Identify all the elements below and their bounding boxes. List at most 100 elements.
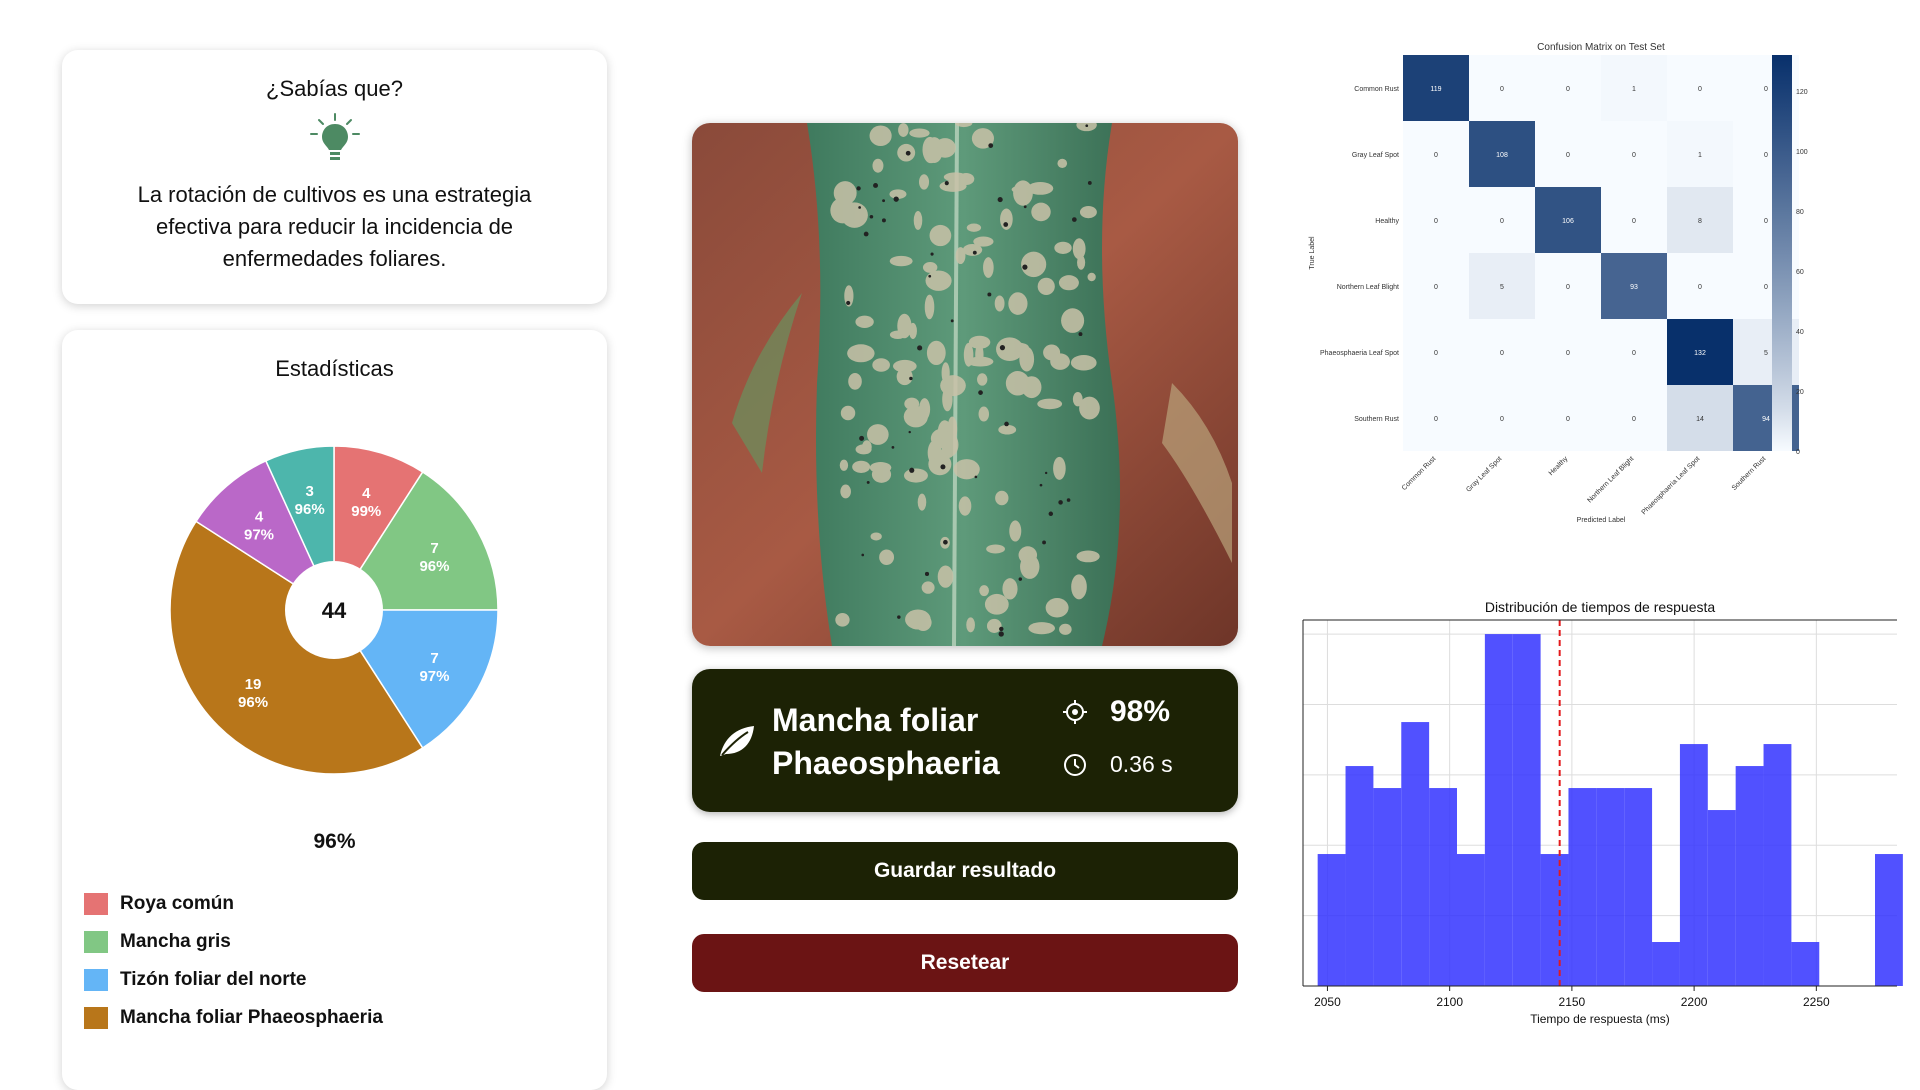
cm-xlabel: Northern Leaf Blight [1586, 455, 1635, 504]
leaf-spot [986, 544, 1005, 554]
leaf-spot [1021, 376, 1042, 399]
leaf-dot [1022, 264, 1028, 270]
hist-bar [1484, 634, 1513, 986]
leaf-spot [929, 224, 952, 247]
hist-bar [1540, 854, 1569, 986]
result-card: Mancha foliar Phaeosphaeria 98% 0.36 s [692, 669, 1238, 812]
pie-slice-count: 3 [305, 483, 313, 500]
leaf-spot [984, 593, 1009, 615]
leaf-spot [847, 344, 875, 363]
pie-slice [169, 520, 424, 775]
leaf-spot [1049, 353, 1067, 364]
leaf-spot [953, 459, 980, 480]
cm-value: 0 [1434, 218, 1438, 225]
cm-cell [1667, 187, 1733, 253]
hist-bar [1596, 788, 1625, 986]
leaf-dot [1085, 124, 1089, 128]
leaf-spot [1009, 520, 1022, 542]
pie-slice-count: 4 [255, 508, 264, 525]
leaf-dot [974, 475, 978, 479]
leaf-spot [955, 247, 966, 265]
reset-button[interactable]: Resetear [692, 934, 1238, 992]
leaf-dot [1042, 540, 1046, 545]
pie-slice-pct: 97% [244, 526, 274, 543]
leaf-spot [833, 181, 857, 205]
hist-xtick: 2050 [1314, 995, 1341, 1009]
leaf-spot [979, 585, 989, 597]
hist-xtick: 2250 [1803, 995, 1830, 1009]
pie-slice [194, 459, 336, 613]
leaf-spot [986, 618, 1002, 633]
leaf-dot [972, 250, 977, 255]
leaf-spot [870, 532, 882, 541]
cm-cell [1469, 187, 1535, 253]
cm-cell [1403, 253, 1469, 319]
cm-value: 0 [1500, 218, 1504, 225]
leaf-dot [987, 292, 992, 297]
leaf-dot [869, 214, 874, 219]
cm-axis-xlabel: Predicted Label [1577, 517, 1626, 524]
leaf-spot [1054, 241, 1072, 254]
leaf-dot [866, 480, 870, 484]
leaf-dot [863, 231, 869, 237]
tip-card: ¿Sabías que? La rotación de cultivos es … [62, 50, 607, 304]
legend-label: Mancha foliar Phaeosphaeria [120, 1007, 383, 1028]
cm-ylabel: Common Rust [1354, 86, 1399, 93]
leaf-dot [861, 553, 865, 557]
tip-title: ¿Sabías que? [266, 76, 403, 101]
leaf-spot [869, 125, 892, 147]
cm-colorbar-tick: 60 [1796, 269, 1804, 276]
cm-value: 0 [1566, 86, 1570, 93]
leaf-dot [873, 182, 879, 188]
leaf-spot [1076, 550, 1100, 563]
cm-value: 94 [1762, 416, 1770, 423]
leaf-spot [913, 211, 923, 230]
hist-bar [1791, 942, 1820, 986]
cm-ylabel: Healthy [1375, 218, 1399, 225]
leaf-dot [909, 467, 915, 473]
leaf-spot [872, 158, 884, 173]
cm-value: 0 [1566, 416, 1570, 423]
leaf-spot [839, 459, 849, 471]
cm-colorbar [1772, 55, 1792, 451]
cm-value: 119 [1430, 86, 1441, 93]
leaf-spot [840, 484, 851, 499]
leaf-spot [909, 128, 930, 138]
save-result-button[interactable]: Guardar resultado [692, 842, 1238, 900]
pie-slice-count: 4 [362, 485, 371, 502]
leaf-dot [1023, 205, 1027, 209]
cm-cell [1469, 121, 1535, 187]
cm-xlabel: Healthy [1548, 455, 1570, 477]
legend-label: Mancha gris [120, 931, 231, 952]
leaf-dot [1004, 421, 1009, 427]
leaf-spot [978, 406, 990, 422]
cm-value: 0 [1566, 152, 1570, 159]
cm-value: 0 [1632, 416, 1636, 423]
cm-value: 0 [1434, 416, 1438, 423]
cm-value: 0 [1764, 218, 1768, 225]
cm-value: 1 [1632, 86, 1636, 93]
leaf-photo [692, 123, 1238, 646]
hist-xtick: 2150 [1559, 995, 1586, 1009]
cm-cell [1667, 55, 1733, 121]
cm-value: 0 [1632, 152, 1636, 159]
leaf-dot [1072, 217, 1077, 222]
leaf-spot [896, 367, 913, 386]
hist-bar [1512, 634, 1541, 986]
pie-slice-pct: 99% [351, 503, 381, 520]
leaf-dot [1044, 471, 1048, 475]
leaf-spot [905, 609, 931, 630]
leaf-spot [955, 123, 973, 128]
leaf-spot [1053, 456, 1066, 480]
cm-cell [1667, 319, 1733, 385]
hist-bar [1429, 788, 1457, 986]
leaf-spot [943, 172, 967, 182]
cm-value: 0 [1566, 284, 1570, 291]
cm-value: 14 [1696, 416, 1704, 423]
hist-bar [1652, 942, 1680, 986]
leaf-dot [1087, 181, 1092, 185]
leaf-dot [846, 300, 851, 306]
cm-colorbar-tick: 100 [1796, 149, 1808, 156]
hist-bar [1624, 788, 1653, 986]
hist-bar [1345, 766, 1374, 986]
